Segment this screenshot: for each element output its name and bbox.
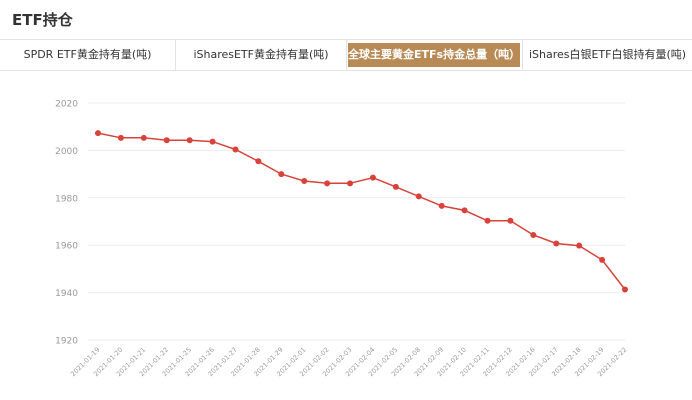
- data-point[interactable]: [163, 137, 170, 144]
- y-tick-label: 2000: [55, 147, 78, 157]
- line-chart: 1920 1940 1960 1980 2000 2020 2021-01-192021-…: [55, 100, 628, 379]
- y-tick-label: 2020: [55, 100, 78, 110]
- data-point[interactable]: [209, 138, 216, 145]
- data-point[interactable]: [599, 256, 606, 263]
- page-title: ETF持仓: [12, 11, 73, 29]
- data-point[interactable]: [232, 146, 239, 153]
- data-point[interactable]: [369, 174, 376, 181]
- data-point[interactable]: [461, 207, 468, 214]
- data-point[interactable]: [324, 180, 331, 187]
- tab-divider: [522, 40, 523, 70]
- y-tick-label: 1940: [55, 289, 78, 299]
- y-axis-ticks: 1920 1940 1960 1980 2000 2020: [55, 100, 78, 347]
- data-point[interactable]: [392, 183, 399, 190]
- tab-divider: [346, 40, 347, 70]
- data-point[interactable]: [438, 202, 445, 209]
- y-tick-label: 1960: [55, 242, 78, 252]
- tab-ishares-gold[interactable]: iSharesETF黄金持有量(吨): [193, 48, 329, 61]
- data-point[interactable]: [415, 193, 422, 200]
- data-point[interactable]: [117, 134, 124, 141]
- data-point[interactable]: [622, 286, 628, 293]
- data-point[interactable]: [301, 177, 308, 184]
- y-tick-label: 1980: [55, 194, 78, 204]
- tab-spdr-gold[interactable]: SPDR ETF黄金持有量(吨): [23, 48, 152, 61]
- x-axis-ticks: 2021-01-192021-01-202021-01-212021-01-22…: [69, 346, 628, 378]
- data-point[interactable]: [576, 242, 583, 249]
- tab-global-gold-etfs[interactable]: 全球主要黄金ETFs持金总量（吨）: [348, 43, 520, 67]
- data-point[interactable]: [95, 130, 101, 137]
- data-point[interactable]: [530, 232, 537, 239]
- data-point[interactable]: [553, 240, 560, 247]
- tab-bar: SPDR ETF黄金持有量(吨) iSharesETF黄金持有量(吨) 全球主要…: [0, 39, 692, 71]
- y-tick-label: 1920: [55, 337, 78, 347]
- data-point[interactable]: [278, 171, 285, 178]
- data-point[interactable]: [507, 217, 514, 224]
- data-point[interactable]: [484, 217, 491, 224]
- series-line: [97, 132, 626, 290]
- data-point[interactable]: [255, 158, 262, 165]
- data-point[interactable]: [140, 134, 147, 141]
- grid-lines: [88, 102, 625, 341]
- tab-ishares-silver[interactable]: iShares白银ETF白银持有量(吨): [528, 48, 687, 61]
- data-point[interactable]: [347, 180, 354, 187]
- tab-divider: [175, 40, 176, 70]
- data-point[interactable]: [186, 137, 193, 144]
- data-points: [95, 130, 628, 293]
